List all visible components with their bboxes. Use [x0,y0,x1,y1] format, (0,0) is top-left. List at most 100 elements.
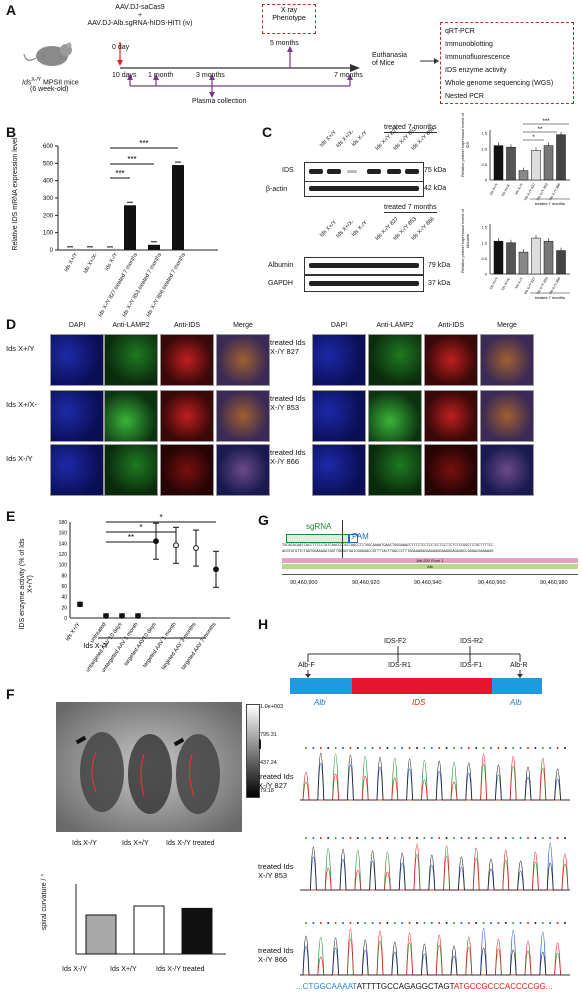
base-call [349,837,352,839]
base-call [342,922,344,924]
coord-tick: 90,460,920 [352,580,380,586]
if-tile [368,390,422,442]
if-tile [368,444,422,496]
base-call [408,922,411,924]
b-sig-text: *** [115,169,124,178]
d-col-label: DAPI [68,322,86,329]
b-ytick: 400 [43,179,54,185]
c-kda: 42 kDa [424,185,447,192]
f-bar-label: Ids X-/Y [62,966,87,973]
mouse-label: IdsX-/Y MPSII mice [22,76,79,87]
i-row-label: treated Ids X-/Y 853 [258,862,294,880]
alb-segment-right [492,678,542,694]
base-call [334,747,337,749]
e-ytick: 180 [59,520,68,526]
base-call [379,922,381,924]
coord-tick: 90,460,980 [540,580,568,586]
c-bar [518,170,529,181]
coord-tick: 90,460,960 [478,580,506,586]
base-call [430,747,433,749]
xray-image [56,702,242,832]
base-call [453,922,455,924]
base-call [541,747,544,749]
e-point [153,538,159,545]
base-call [408,747,411,749]
b-ytick: 600 [43,144,54,150]
phenotype-label: Phenotype [272,15,306,22]
base-call [504,747,507,749]
base-call [497,922,500,924]
b-sig-text: *** [127,155,136,164]
scale-tick: 795.31 [260,732,277,738]
d-col-label: Anti-IDS [173,322,201,329]
base-call [319,922,322,924]
if-tile [160,334,214,386]
base-call [438,922,441,924]
trace-line [300,846,570,891]
c-row-ids: IDS [282,167,294,174]
c-xtick: Ids X-/Y [514,182,524,195]
xray-scale-bar [246,704,260,798]
t5m-label: 5 months [270,40,299,47]
if-tile [216,334,270,386]
base-call [556,837,559,839]
base-call [423,922,426,924]
base-call [527,837,529,839]
coord-axis [282,574,578,575]
d-col-label: Anti-IDS [437,322,465,329]
if-tile [50,390,104,442]
c-ytick: 0 [485,178,488,183]
c-xtick: Ids X-/Y 853 [536,182,549,201]
base-call [408,837,411,839]
c-xtick: Ids X-/Y 827 [523,182,536,201]
d-row-label: Ids X-/Y [6,454,33,463]
e-point [193,545,199,551]
e-point [213,566,219,573]
c-xtick: Ids X+/X- [501,276,512,291]
c-bar [506,146,516,181]
base-call [327,837,330,839]
b-ylabel: Relative IDS mRNA expression level [12,137,19,251]
f-bar [133,905,165,955]
scale-tick: 1.0e+003 [260,704,284,710]
primer-label: Alb-F [298,662,315,669]
primer-label: IDS-R1 [388,662,411,669]
e-group-label: Ids X-/Y [84,643,109,650]
c-ytick: 0 [485,272,488,277]
c-sig-text: *** [542,119,550,125]
base-call [556,922,559,924]
c-row-albumin: Albumin [268,262,294,269]
e-ytick: 80 [61,573,67,579]
if-tile [424,390,478,442]
base-call [519,922,522,924]
mouse-age: (6 week-old) [30,86,69,93]
seq-alb: ...CTGGCAAAAT [296,982,357,991]
trace-line [300,752,570,801]
c-bar [556,250,566,275]
e-ytick: 120 [59,552,68,558]
d-row-label: treated Ids X-/Y 853 [270,394,306,412]
base-call [467,837,470,839]
base-call [305,837,307,839]
base-call [549,747,552,749]
t0-label: 0 day [112,44,130,51]
d-col-label: DAPI [330,322,348,329]
pam-label: PAM [352,532,369,541]
b-ytick: 300 [43,196,54,202]
d-row-label: Ids X+/X- [6,400,38,409]
panel-h-label: H [258,616,269,632]
base-call [371,747,374,749]
e-ytick: 40 [61,595,67,601]
c-bar [518,251,529,275]
base-call [319,837,322,839]
base-call [401,747,404,749]
xray-mice-icon [75,732,220,814]
base-call [386,747,389,749]
c-bar [543,240,554,275]
base-call [342,747,344,749]
b-bar [148,244,160,250]
d-row-label: treated Ids X-/Y 866 [270,448,306,466]
f-bar-label: Ids X-/Y treated [156,966,205,973]
base-call [327,747,330,749]
